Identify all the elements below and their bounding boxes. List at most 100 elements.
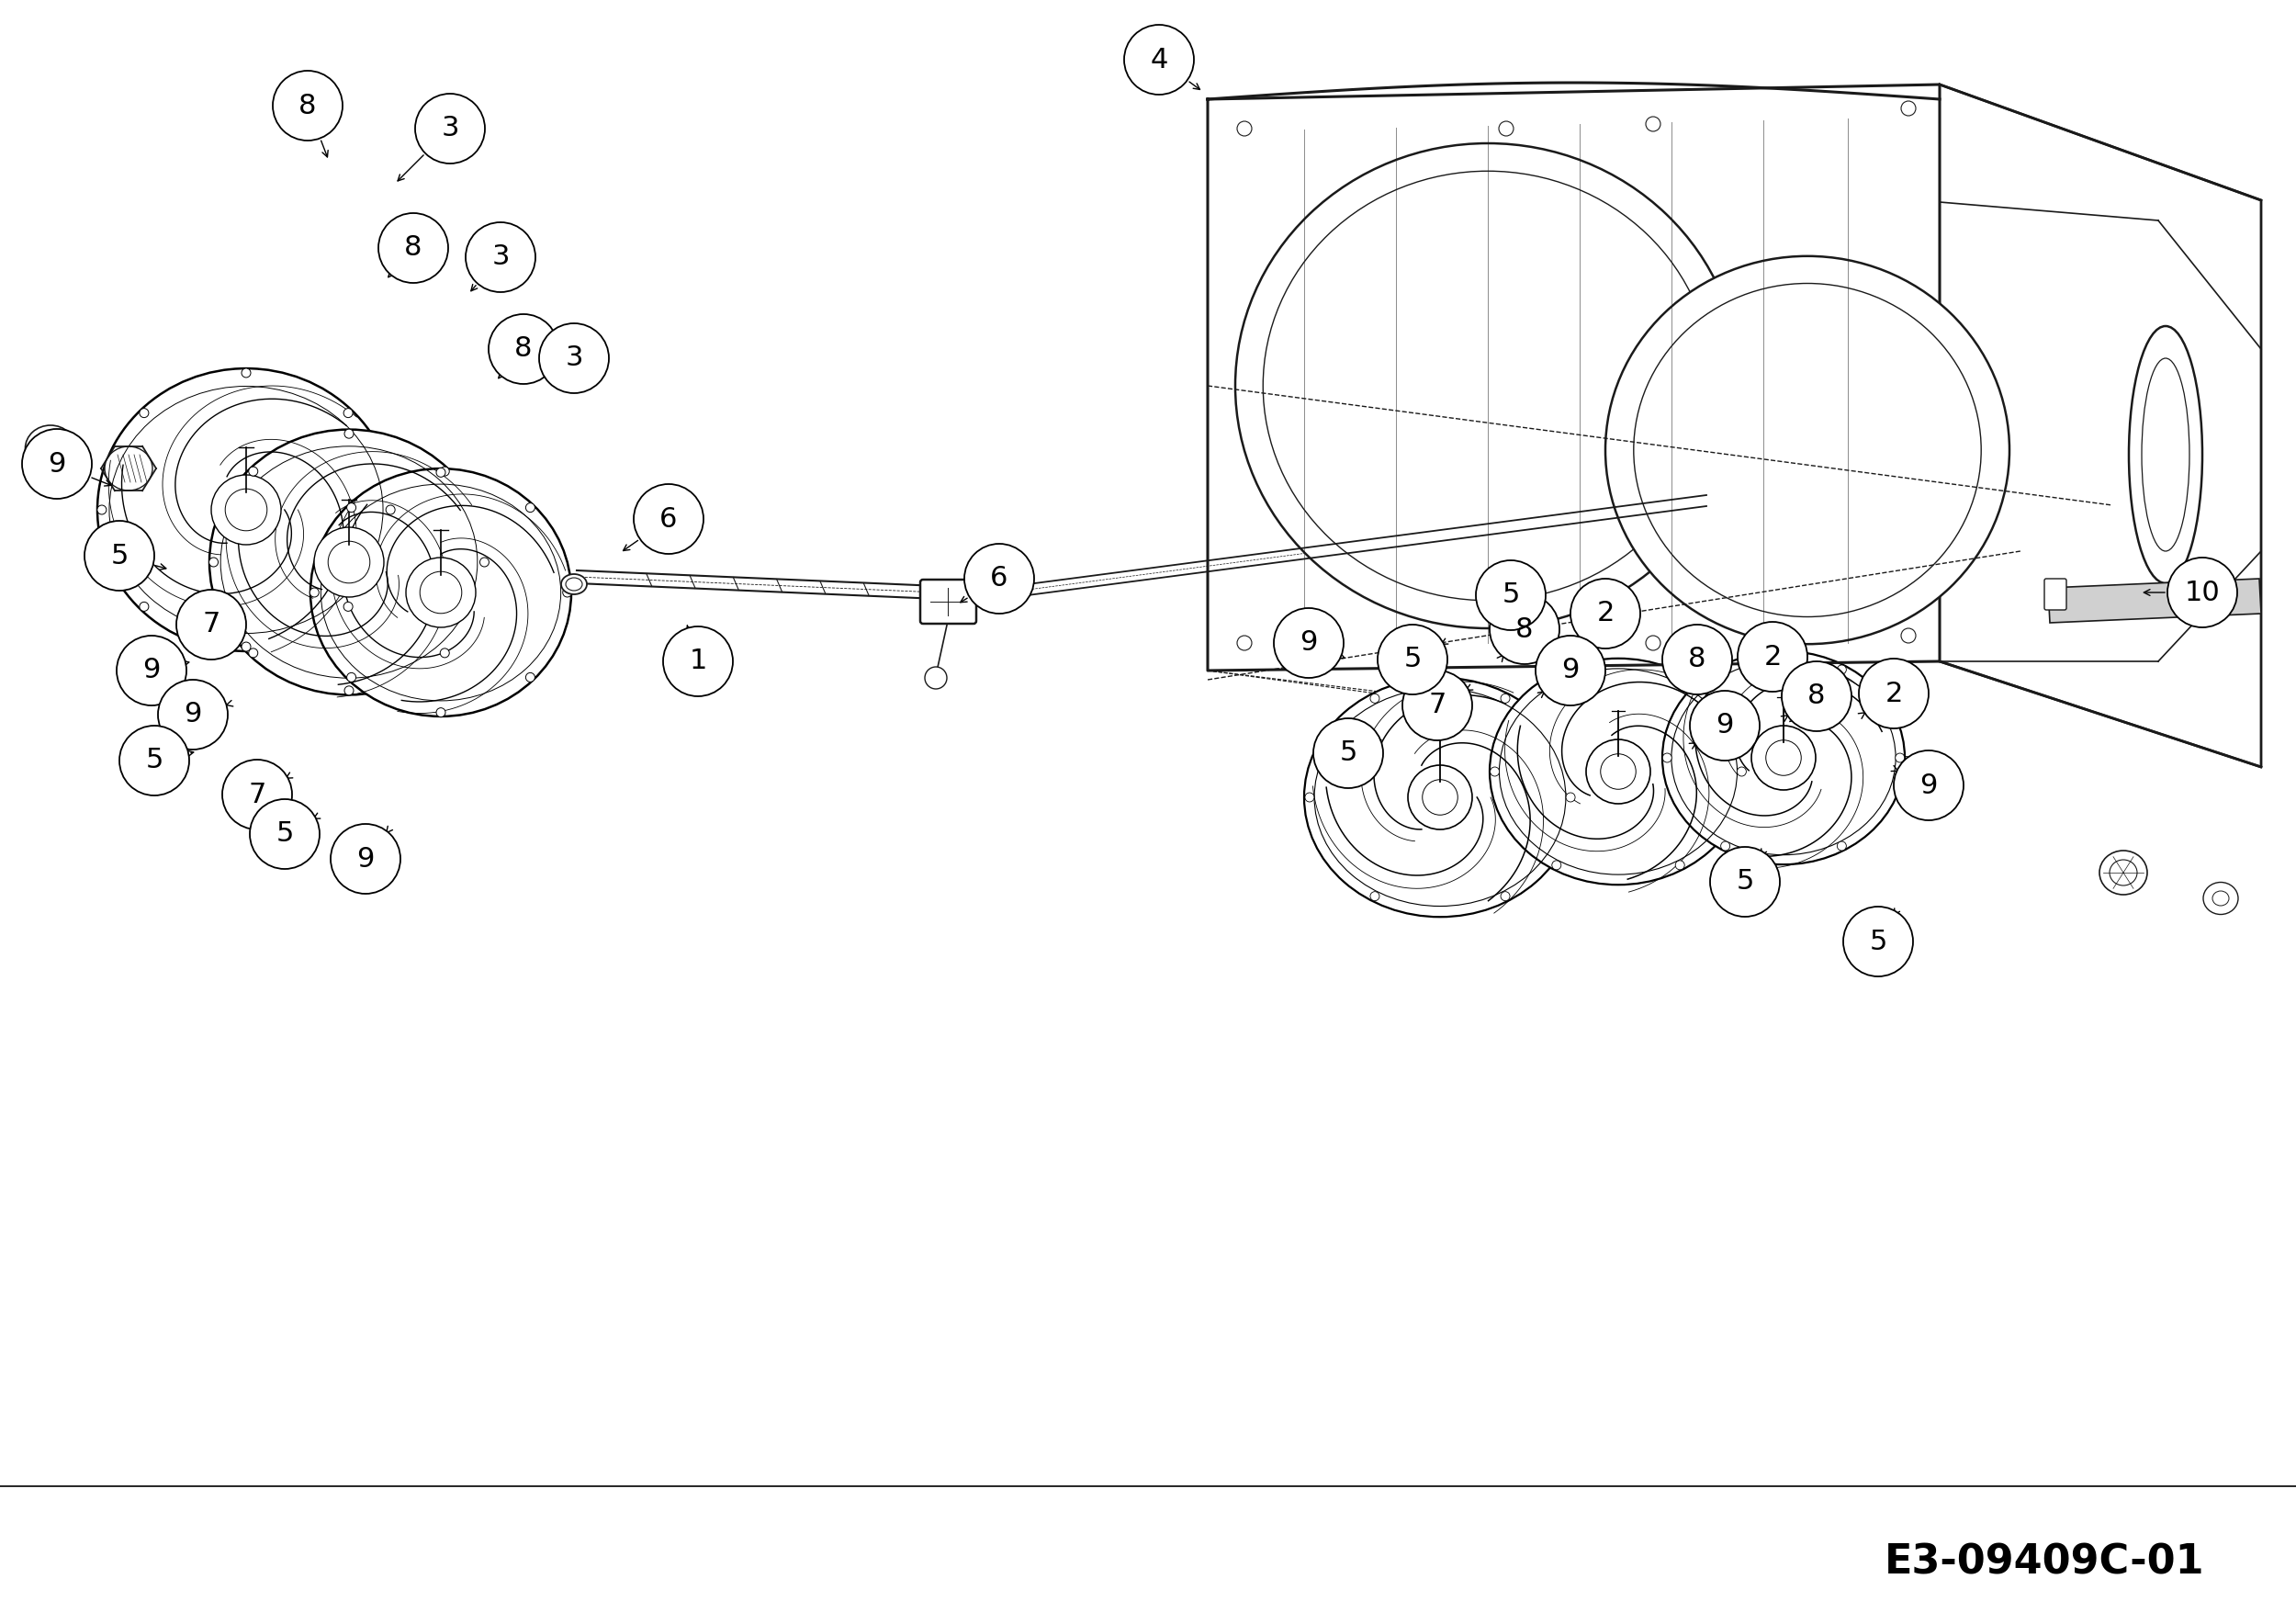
Ellipse shape: [1605, 257, 2009, 645]
Circle shape: [436, 468, 445, 477]
Circle shape: [964, 544, 1033, 614]
Ellipse shape: [1490, 658, 1747, 885]
Circle shape: [140, 408, 149, 417]
Circle shape: [1490, 594, 1559, 664]
Circle shape: [1894, 750, 1963, 820]
Circle shape: [310, 588, 319, 598]
Circle shape: [1378, 625, 1446, 695]
Circle shape: [347, 503, 356, 512]
Circle shape: [1552, 861, 1561, 870]
Circle shape: [177, 590, 246, 659]
Circle shape: [1766, 741, 1802, 776]
Text: 10: 10: [2183, 580, 2220, 606]
Text: 4: 4: [1150, 47, 1169, 73]
Text: 9: 9: [184, 702, 202, 728]
Circle shape: [1403, 671, 1472, 741]
Ellipse shape: [209, 429, 489, 695]
Circle shape: [563, 588, 572, 598]
Circle shape: [1837, 664, 1846, 674]
Circle shape: [406, 557, 475, 627]
Ellipse shape: [310, 469, 572, 716]
Text: 2: 2: [1763, 643, 1782, 671]
Circle shape: [1371, 892, 1380, 901]
Circle shape: [248, 648, 257, 658]
Circle shape: [1646, 635, 1660, 650]
Circle shape: [1894, 754, 1903, 762]
Text: 8: 8: [1688, 646, 1706, 672]
Circle shape: [248, 466, 257, 476]
Circle shape: [634, 484, 703, 554]
Circle shape: [119, 726, 188, 796]
Circle shape: [1752, 726, 1816, 789]
Text: 9: 9: [48, 450, 67, 477]
Circle shape: [1837, 841, 1846, 851]
Circle shape: [386, 505, 395, 515]
Circle shape: [1782, 661, 1851, 731]
Circle shape: [1690, 690, 1759, 760]
Circle shape: [331, 823, 400, 893]
Text: 9: 9: [356, 846, 374, 872]
Circle shape: [1901, 101, 1915, 115]
Circle shape: [328, 541, 370, 583]
Text: 2: 2: [1885, 680, 1903, 706]
Ellipse shape: [2099, 851, 2147, 895]
Ellipse shape: [96, 369, 395, 651]
Text: 5: 5: [276, 820, 294, 848]
Text: 9: 9: [1300, 630, 1318, 656]
Circle shape: [1738, 622, 1807, 692]
Text: 3: 3: [491, 244, 510, 271]
Text: 9: 9: [1715, 713, 1733, 739]
Circle shape: [379, 213, 448, 283]
Text: 5: 5: [1736, 869, 1754, 895]
Text: 9: 9: [1919, 771, 1938, 799]
Circle shape: [1238, 122, 1251, 136]
Circle shape: [526, 503, 535, 512]
Text: 8: 8: [1807, 684, 1825, 710]
Circle shape: [1502, 693, 1511, 703]
Text: 8: 8: [404, 235, 422, 261]
Circle shape: [1662, 625, 1731, 695]
Text: 5: 5: [1869, 929, 1887, 955]
Text: 2: 2: [1596, 601, 1614, 627]
Ellipse shape: [25, 425, 76, 471]
Circle shape: [1720, 841, 1729, 851]
Circle shape: [241, 369, 250, 377]
Text: 8: 8: [514, 336, 533, 362]
Circle shape: [416, 94, 484, 164]
Circle shape: [1536, 635, 1605, 705]
Circle shape: [1662, 754, 1671, 762]
Circle shape: [1313, 718, 1382, 788]
Circle shape: [1371, 693, 1380, 703]
Circle shape: [441, 466, 450, 476]
Circle shape: [344, 429, 354, 438]
Circle shape: [23, 429, 92, 499]
Circle shape: [1424, 780, 1458, 815]
Text: 3: 3: [565, 344, 583, 372]
Ellipse shape: [1235, 143, 1740, 628]
Ellipse shape: [2204, 882, 2239, 914]
Circle shape: [1499, 122, 1513, 136]
Circle shape: [466, 222, 535, 292]
Circle shape: [1587, 739, 1651, 804]
Circle shape: [1566, 793, 1575, 802]
Circle shape: [664, 627, 732, 697]
Text: 5: 5: [145, 747, 163, 775]
Circle shape: [1676, 674, 1685, 682]
Ellipse shape: [1662, 651, 1906, 864]
Text: 5: 5: [1403, 646, 1421, 672]
Circle shape: [1476, 560, 1545, 630]
Circle shape: [344, 408, 354, 417]
Circle shape: [1407, 765, 1472, 830]
Circle shape: [344, 685, 354, 695]
Circle shape: [241, 641, 250, 651]
Circle shape: [1720, 664, 1729, 674]
Circle shape: [1676, 861, 1685, 870]
Text: 1: 1: [689, 648, 707, 674]
Text: 5: 5: [110, 542, 129, 568]
Polygon shape: [2048, 578, 2262, 622]
Circle shape: [1844, 906, 1913, 976]
Circle shape: [273, 71, 342, 141]
Ellipse shape: [560, 575, 588, 594]
Circle shape: [925, 667, 946, 689]
Ellipse shape: [37, 437, 64, 460]
